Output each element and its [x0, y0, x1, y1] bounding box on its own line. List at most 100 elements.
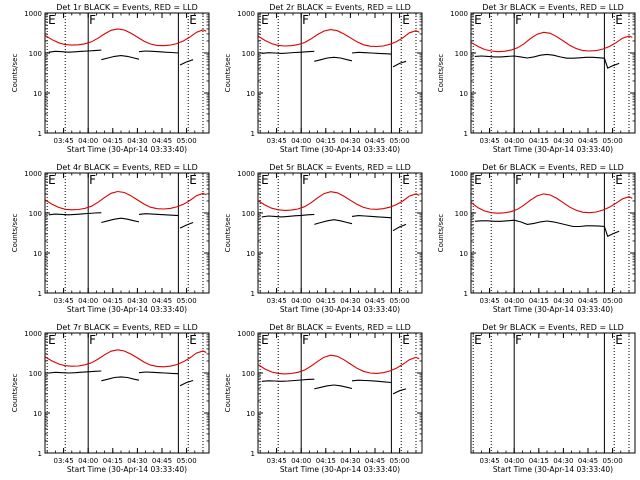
plot-frame: [257, 172, 423, 294]
series-line-red: [45, 28, 207, 47]
x-tick-label: 04:00: [504, 457, 524, 465]
y-axis-label: Counts/sec: [11, 374, 19, 413]
y-tick-label: 10: [33, 90, 42, 98]
y-tick-label: 10: [246, 410, 255, 418]
series-line-black: [101, 55, 140, 61]
panel-1: Det 1r BLACK = Events, RED = LLD 1 10 100 10…: [11, 3, 210, 154]
series-line-black: [392, 388, 407, 395]
marker-label: E: [261, 173, 269, 187]
series-line-red: [258, 191, 420, 211]
series-line-black: [138, 213, 179, 217]
marker-label: F: [515, 13, 522, 27]
series-line-black: [261, 378, 315, 382]
y-tick-label: 1000: [237, 170, 255, 178]
y-tick-label: 1000: [237, 10, 255, 18]
plot-frame: [44, 172, 210, 294]
x-tick-label: 04:30: [340, 457, 360, 465]
panel-8: Det 8r BLACK = Events, RED = LLD 1 10 100 10…: [224, 323, 423, 474]
panel-6: Det 6r BLACK = Events, RED = LLD 1 10 100 10…: [437, 163, 636, 314]
x-tick-label: 04:00: [78, 137, 98, 145]
marker-label: E: [48, 333, 56, 347]
panel-4: Det 4r BLACK = Events, RED = LLD 1 10 100 10…: [11, 163, 210, 314]
x-tick-label: 04:45: [578, 137, 598, 145]
y-axis-label: Counts/sec: [437, 214, 445, 253]
marker-label: E: [615, 173, 623, 187]
series-line-black: [101, 217, 140, 224]
plot-frame: [470, 12, 636, 134]
y-axis-label: Counts/sec: [224, 54, 232, 93]
marker-label: E: [189, 173, 197, 187]
x-tick-label: 04:15: [529, 297, 549, 305]
marker-label: E: [402, 173, 410, 187]
x-axis-label: Start Time (30-Apr-14 03:33:40): [280, 465, 400, 474]
x-tick-label: 04:00: [504, 297, 524, 305]
x-tick-label: 05:00: [389, 137, 409, 145]
x-tick-label: 04:15: [103, 297, 123, 305]
y-tick-label: 100: [29, 210, 42, 218]
x-tick-label: 03:45: [479, 297, 499, 305]
x-tick-label: 03:45: [479, 137, 499, 145]
series-line-black: [261, 50, 315, 54]
x-tick-label: 04:30: [127, 297, 147, 305]
x-tick-label: 04:45: [365, 137, 385, 145]
x-tick-label: 04:15: [316, 297, 336, 305]
x-axis-label: Start Time (30-Apr-14 03:33:40): [280, 145, 400, 154]
series-line-black: [261, 213, 315, 218]
series-line-red: [45, 190, 207, 211]
x-tick-label: 03:45: [53, 137, 73, 145]
marker-label: E: [189, 13, 197, 27]
plot-frame: [257, 332, 423, 454]
x-tick-label: 04:15: [103, 137, 123, 145]
series-line-black: [474, 53, 620, 69]
x-tick-label: 05:00: [389, 457, 409, 465]
x-tick-label: 05:00: [176, 457, 196, 465]
series-line-black: [314, 384, 353, 390]
y-tick-label: 1: [464, 130, 468, 138]
marker-label: F: [302, 173, 309, 187]
plot-frame: [44, 332, 210, 454]
y-tick-label: 10: [246, 250, 255, 258]
x-tick-label: 03:45: [53, 297, 73, 305]
y-tick-label: 100: [455, 210, 468, 218]
series-line-black: [179, 59, 194, 66]
y-tick-label: 1: [38, 290, 42, 298]
series-line-red: [258, 29, 420, 48]
x-axis-label: Start Time (30-Apr-14 03:33:40): [493, 145, 613, 154]
panel-9: Det 9r BLACK = Events, RED = LLD 03:45 04:…: [470, 323, 636, 474]
x-tick-label: 04:00: [291, 297, 311, 305]
x-tick-label: 04:45: [152, 297, 172, 305]
chart-title: Det 8r BLACK = Events, RED = LLD: [269, 323, 411, 332]
x-axis-label: Start Time (30-Apr-14 03:33:40): [493, 305, 613, 314]
y-tick-label: 10: [246, 90, 255, 98]
x-tick-label: 03:45: [266, 137, 286, 145]
x-tick-label: 04:30: [553, 297, 573, 305]
x-tick-label: 03:45: [53, 457, 73, 465]
x-axis-label: Start Time (30-Apr-14 03:33:40): [67, 145, 187, 154]
series-line-black: [48, 212, 102, 216]
y-tick-label: 100: [242, 210, 255, 218]
y-tick-label: 1000: [237, 330, 255, 338]
y-tick-label: 1: [464, 290, 468, 298]
y-tick-label: 10: [33, 250, 42, 258]
series-line-red: [258, 354, 420, 375]
y-tick-label: 1000: [24, 10, 42, 18]
marker-label: F: [302, 333, 309, 347]
y-axis-label: Counts/sec: [224, 374, 232, 413]
marker-label: F: [515, 173, 522, 187]
x-tick-label: 03:45: [266, 457, 286, 465]
series-line-black: [138, 371, 179, 375]
marker-label: F: [515, 333, 522, 347]
x-tick-label: 03:45: [479, 457, 499, 465]
series-line-black: [48, 49, 102, 53]
series-line-red: [45, 349, 207, 368]
x-tick-label: 04:30: [553, 457, 573, 465]
marker-label: E: [402, 13, 410, 27]
marker-label: E: [474, 173, 482, 187]
x-tick-label: 04:30: [340, 297, 360, 305]
x-tick-label: 04:45: [578, 297, 598, 305]
marker-label: E: [402, 333, 410, 347]
marker-label: F: [89, 333, 96, 347]
x-tick-label: 05:00: [176, 297, 196, 305]
x-tick-label: 04:15: [103, 457, 123, 465]
series-line-red: [471, 193, 633, 214]
